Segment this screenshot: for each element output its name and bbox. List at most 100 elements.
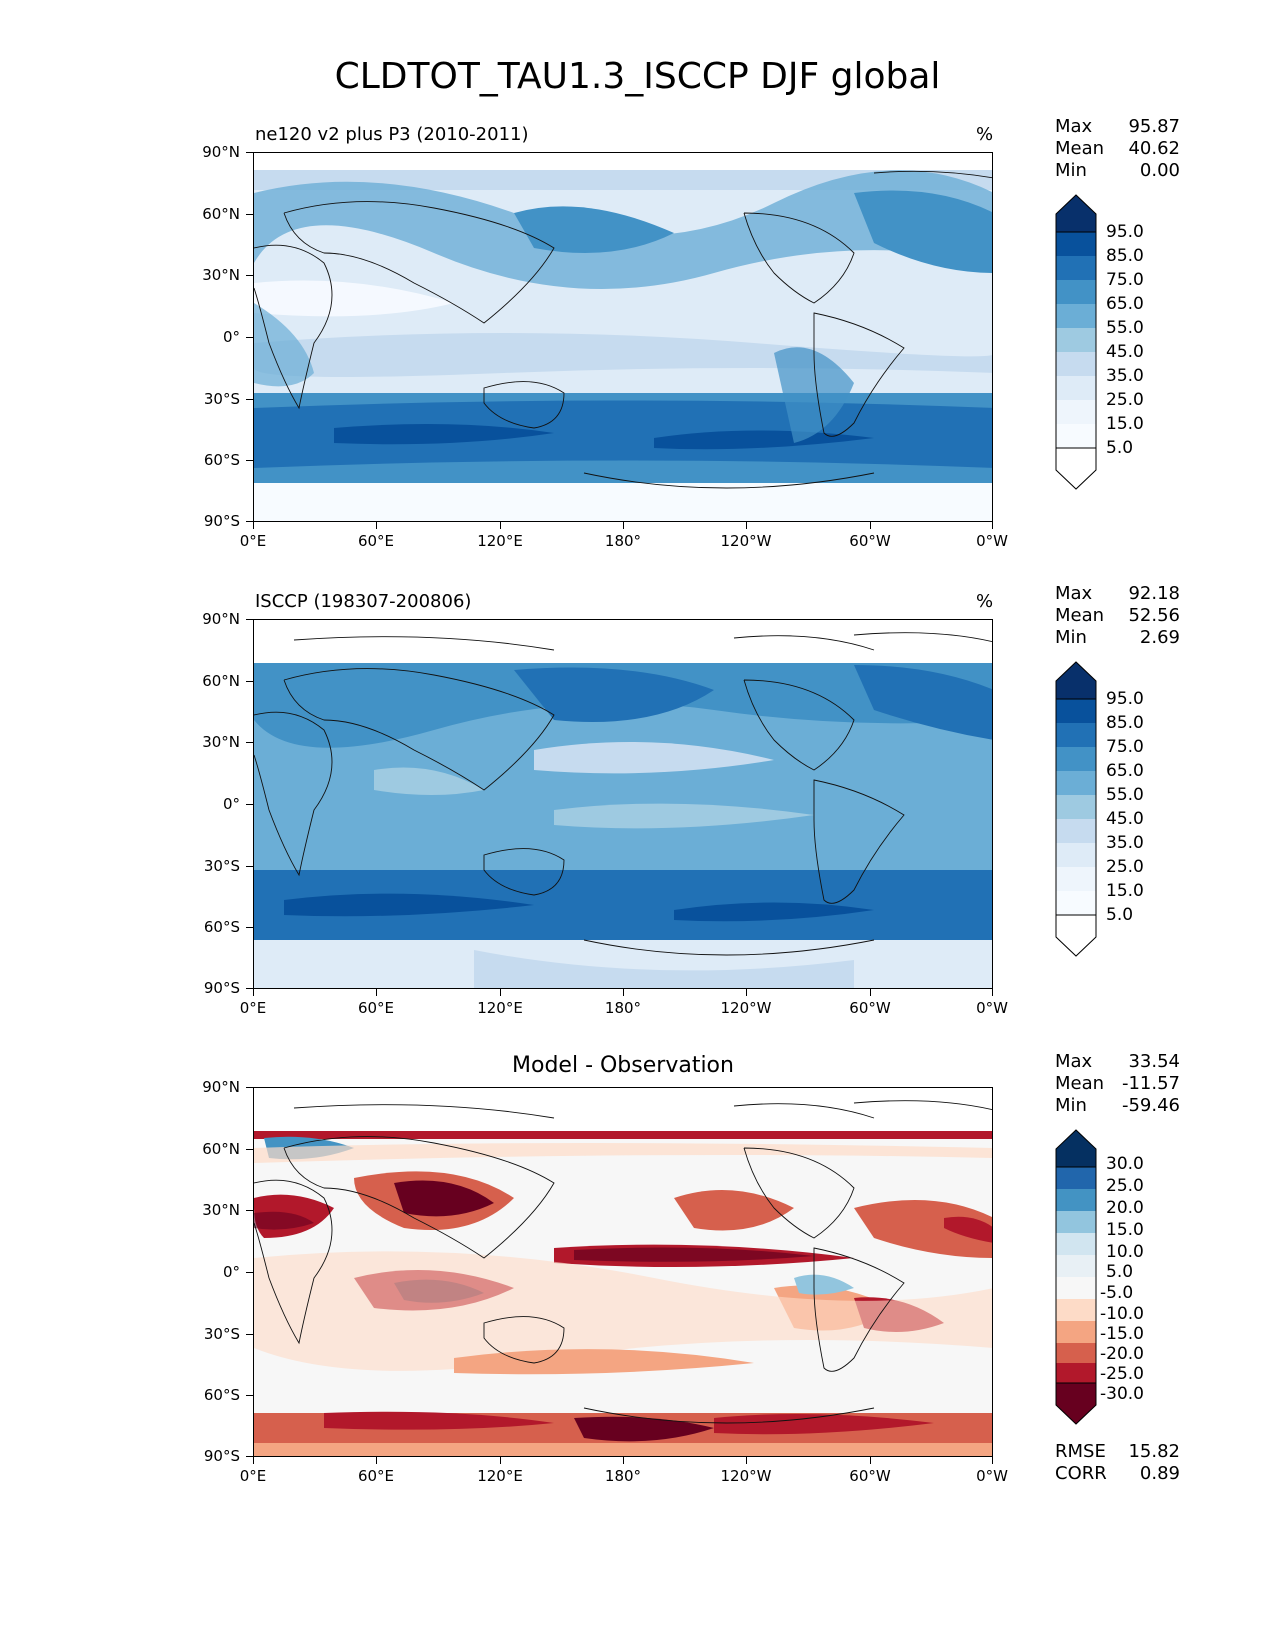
x-tick-label: 120°E <box>477 1467 523 1485</box>
colorbar-label: 55.0 <box>1106 318 1144 338</box>
y-tick-label: 60°N <box>202 672 240 690</box>
x-tick-label: 0°W <box>976 532 1008 550</box>
stat-mean: 40.62 <box>1128 138 1180 159</box>
y-tick-label: 0° <box>222 1263 240 1281</box>
colorbar-label: 10.0 <box>1106 1242 1144 1262</box>
x-tick-label: 120°E <box>477 532 523 550</box>
colorbar-label: 5.0 <box>1106 438 1134 458</box>
y-tick-label: 30°N <box>202 266 240 284</box>
y-tick-label: 60°N <box>202 205 240 223</box>
x-tick-label: 0°E <box>239 532 267 550</box>
x-tick-label: 60°E <box>357 999 395 1017</box>
panel-units: % <box>976 124 994 145</box>
colorbar-label: 85.0 <box>1106 246 1144 266</box>
stat-label: Mean <box>1055 605 1105 626</box>
y-tick-label: 60°N <box>202 1140 240 1158</box>
y-tick-label: 30°S <box>203 390 240 408</box>
panel-observation: ISCCP (198307-200806) % <box>0 583 1275 1059</box>
colorbar-label: 15.0 <box>1106 881 1144 901</box>
y-tick-label: 30°S <box>203 1325 240 1343</box>
x-tick-label: 60°W <box>849 532 891 550</box>
contour-field <box>254 1088 992 1456</box>
stat-mean: 52.56 <box>1128 605 1180 626</box>
y-tick-label: 90°N <box>202 143 240 161</box>
stat-label: Max <box>1055 1051 1093 1072</box>
map-plot <box>253 619 993 989</box>
stats-box: Max 92.18 Mean 52.56 Min 2.69 <box>1055 583 1180 649</box>
colorbar-label: 35.0 <box>1106 833 1144 853</box>
stats-box: Max 95.87 Mean 40.62 Min 0.00 <box>1055 116 1180 182</box>
y-tick-label: 30°S <box>203 857 240 875</box>
metric-rmse: 15.82 <box>1128 1441 1180 1462</box>
colorbar-label: -10.0 <box>1100 1304 1144 1324</box>
metric-corr: 0.89 <box>1139 1463 1180 1484</box>
y-tick-label: 90°S <box>203 979 240 997</box>
colorbar <box>1055 194 1097 490</box>
x-tick-label: 120°W <box>720 532 772 550</box>
x-tick-label: 180° <box>604 1467 642 1485</box>
stat-label: Min <box>1055 1095 1087 1116</box>
y-tick-label: 90°N <box>202 610 240 628</box>
colorbar-label: -20.0 <box>1100 1344 1144 1364</box>
map-plot <box>253 1087 993 1457</box>
map-plot <box>253 152 993 522</box>
stat-label: Mean <box>1055 1073 1105 1094</box>
colorbar-label: -30.0 <box>1100 1384 1144 1404</box>
stat-label: Min <box>1055 627 1087 648</box>
x-tick-label: 0°W <box>976 1467 1008 1485</box>
stat-max: 92.18 <box>1128 583 1180 604</box>
x-tick-label: 60°W <box>849 999 891 1017</box>
colorbar-label: -5.0 <box>1100 1283 1134 1303</box>
colorbar-label: 45.0 <box>1106 342 1144 362</box>
colorbar-label: 95.0 <box>1106 689 1144 709</box>
stat-max: 33.54 <box>1128 1051 1180 1072</box>
colorbar <box>1055 661 1097 957</box>
stat-label: Max <box>1055 583 1093 604</box>
metrics-box: RMSE 15.82 CORR 0.89 <box>1055 1441 1180 1485</box>
colorbar-label: 75.0 <box>1106 737 1144 757</box>
panel-title: ne120 v2 plus P3 (2010-2011) <box>255 124 529 145</box>
y-tick-label: 90°S <box>203 512 240 530</box>
x-tick-label: 0°E <box>239 1467 267 1485</box>
colorbar-label: 35.0 <box>1106 366 1144 386</box>
x-tick-label: 0°W <box>976 999 1008 1017</box>
colorbar-label: 85.0 <box>1106 713 1144 733</box>
x-tick-label: 120°E <box>477 999 523 1017</box>
stats-box: Max 33.54 Mean -11.57 Min -59.46 <box>1055 1051 1180 1117</box>
colorbar-label: -25.0 <box>1100 1364 1144 1384</box>
contour-field <box>254 153 992 521</box>
colorbar-label: 30.0 <box>1106 1154 1144 1174</box>
colorbar-label: 5.0 <box>1106 905 1134 925</box>
panel-title: ISCCP (198307-200806) <box>255 591 472 612</box>
colorbar-label: 5.0 <box>1106 1262 1134 1282</box>
colorbar-label: 25.0 <box>1106 1176 1144 1196</box>
metric-label: CORR <box>1055 1463 1107 1484</box>
y-tick-label: 90°N <box>202 1078 240 1096</box>
y-tick-label: 0° <box>222 328 240 346</box>
y-tick-label: 30°N <box>202 733 240 751</box>
colorbar-label: 95.0 <box>1106 222 1144 242</box>
figure-title: CLDTOT_TAU1.3_ISCCP DJF global <box>334 56 941 97</box>
panel-units: % <box>976 591 994 612</box>
stat-label: Mean <box>1055 138 1105 159</box>
metric-label: RMSE <box>1055 1441 1106 1462</box>
stat-min: -59.46 <box>1121 1095 1180 1116</box>
y-tick-label: 60°S <box>203 1386 240 1404</box>
stat-min: 0.00 <box>1139 160 1180 181</box>
colorbar-label: 55.0 <box>1106 785 1144 805</box>
y-tick-label: 60°S <box>203 918 240 936</box>
stat-min: 2.69 <box>1139 627 1180 648</box>
x-tick-label: 60°W <box>849 1467 891 1485</box>
colorbar-label: 25.0 <box>1106 390 1144 410</box>
stat-label: Max <box>1055 116 1093 137</box>
panel-title: Model - Observation <box>512 1053 734 1078</box>
x-tick-label: 180° <box>604 532 642 550</box>
y-tick-label: 60°S <box>203 451 240 469</box>
x-tick-label: 180° <box>604 999 642 1017</box>
y-tick-label: 30°N <box>202 1201 240 1219</box>
colorbar <box>1055 1129 1097 1425</box>
x-tick-label: 60°E <box>357 1467 395 1485</box>
colorbar-label: 25.0 <box>1106 857 1144 877</box>
stat-label: Min <box>1055 160 1087 181</box>
x-tick-label: 120°W <box>720 1467 772 1485</box>
